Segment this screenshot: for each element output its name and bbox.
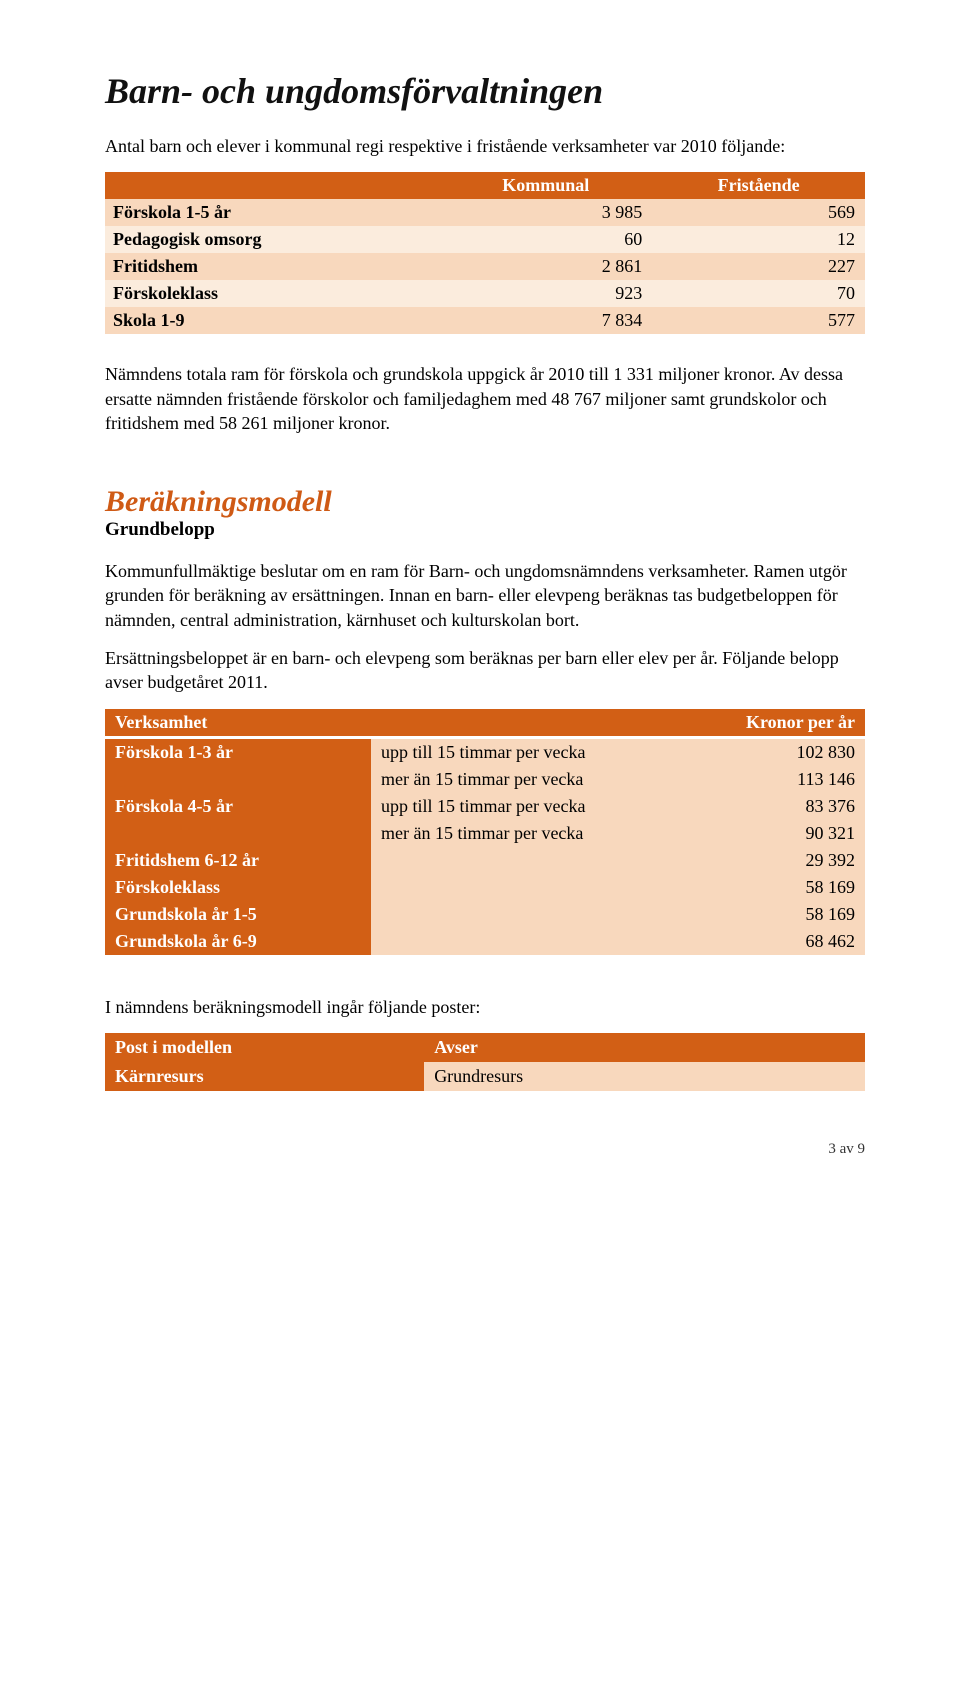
table-row: Skola 1-97 834577 — [105, 307, 865, 334]
t1-header-kommunal: Kommunal — [439, 172, 652, 199]
row-label — [105, 766, 371, 793]
enrollment-table: Kommunal Fristående Förskola 1-5 år3 985… — [105, 172, 865, 334]
cell-desc: upp till 15 timmar per vecka — [371, 793, 690, 820]
table-row: Grundskola år 1-5 58 169 — [105, 901, 865, 928]
cell-amount: 58 169 — [690, 874, 865, 901]
row-label: Fritidshem — [105, 253, 439, 280]
row-label: Förskola 4-5 år — [105, 793, 371, 820]
table-row: Förskoleklass92370 — [105, 280, 865, 307]
table-row: Pedagogisk omsorg6012 — [105, 226, 865, 253]
row-label: Förskola 1-5 år — [105, 199, 439, 226]
cell-amount: 58 169 — [690, 901, 865, 928]
cell-fristaende: 569 — [652, 199, 865, 226]
paragraph-3: Ersättningsbeloppet är en barn- och elev… — [105, 646, 865, 695]
model-posts-table: Post i modellen Avser KärnresursGrundres… — [105, 1033, 865, 1091]
t3-header-left: Post i modellen — [105, 1033, 424, 1062]
cell-amount: 90 321 — [690, 820, 865, 847]
table-row: Förskola 4-5 årupp till 15 timmar per ve… — [105, 793, 865, 820]
t1-header-fristaende: Fristående — [652, 172, 865, 199]
cell-amount: 102 830 — [690, 739, 865, 766]
cell-desc: upp till 15 timmar per vecka — [371, 739, 690, 766]
cell-amount: 83 376 — [690, 793, 865, 820]
table-row: Förskola 1-3 årupp till 15 timmar per ve… — [105, 739, 865, 766]
row-label: Fritidshem 6-12 år — [105, 847, 371, 874]
cell-desc — [371, 847, 690, 874]
cell-desc: mer än 15 timmar per vecka — [371, 820, 690, 847]
t2-header-right: Kronor per år — [690, 709, 865, 736]
row-label: Grundskola år 1-5 — [105, 901, 371, 928]
cell-amount: 29 392 — [690, 847, 865, 874]
cell-fristaende: 12 — [652, 226, 865, 253]
cell-kommunal: 2 861 — [439, 253, 652, 280]
cell-desc — [371, 874, 690, 901]
cell-kommunal: 60 — [439, 226, 652, 253]
table-row: mer än 15 timmar per vecka90 321 — [105, 820, 865, 847]
cell-desc — [371, 901, 690, 928]
row-label — [105, 820, 371, 847]
cell-fristaende: 227 — [652, 253, 865, 280]
section-title-model: Beräkningsmodell — [105, 485, 865, 519]
cell-amount: 113 146 — [690, 766, 865, 793]
page-title: Barn- och ungdomsförvaltningen — [105, 70, 865, 112]
t1-header-blank — [105, 172, 439, 199]
page-footer: 3 av 9 — [105, 1141, 865, 1158]
row-label: Skola 1-9 — [105, 307, 439, 334]
cell-kommunal: 7 834 — [439, 307, 652, 334]
row-label: Pedagogisk omsorg — [105, 226, 439, 253]
row-label: Förskoleklass — [105, 874, 371, 901]
table-row: Fritidshem2 861227 — [105, 253, 865, 280]
cell-kommunal: 3 985 — [439, 199, 652, 226]
cell-post: Kärnresurs — [105, 1062, 424, 1091]
t2-header-left: Verksamhet — [105, 709, 371, 736]
cell-desc: mer än 15 timmar per vecka — [371, 766, 690, 793]
amounts-table: Verksamhet Kronor per år Förskola 1-3 år… — [105, 709, 865, 955]
table-row: Fritidshem 6-12 år 29 392 — [105, 847, 865, 874]
paragraph-4: I nämndens beräkningsmodell ingår följan… — [105, 995, 865, 1019]
table-row: Förskoleklass 58 169 — [105, 874, 865, 901]
table-row: Grundskola år 6-9 68 462 — [105, 928, 865, 955]
row-label: Grundskola år 6-9 — [105, 928, 371, 955]
table-row: mer än 15 timmar per vecka113 146 — [105, 766, 865, 793]
intro-paragraph: Antal barn och elever i kommunal regi re… — [105, 134, 865, 158]
t3-header-right: Avser — [424, 1033, 865, 1062]
paragraph-2: Kommunfullmäktige beslutar om en ram för… — [105, 559, 865, 632]
section-subhead-grundbelopp: Grundbelopp — [105, 519, 865, 541]
cell-fristaende: 70 — [652, 280, 865, 307]
row-label: Förskoleklass — [105, 280, 439, 307]
cell-kommunal: 923 — [439, 280, 652, 307]
table-row: KärnresursGrundresurs — [105, 1062, 865, 1091]
row-label: Förskola 1-3 år — [105, 739, 371, 766]
cell-fristaende: 577 — [652, 307, 865, 334]
cell-amount: 68 462 — [690, 928, 865, 955]
t2-header-mid — [371, 709, 690, 736]
table-row: Förskola 1-5 år3 985569 — [105, 199, 865, 226]
paragraph-1: Nämndens totala ram för förskola och gru… — [105, 362, 865, 435]
cell-avser: Grundresurs — [424, 1062, 865, 1091]
cell-desc — [371, 928, 690, 955]
